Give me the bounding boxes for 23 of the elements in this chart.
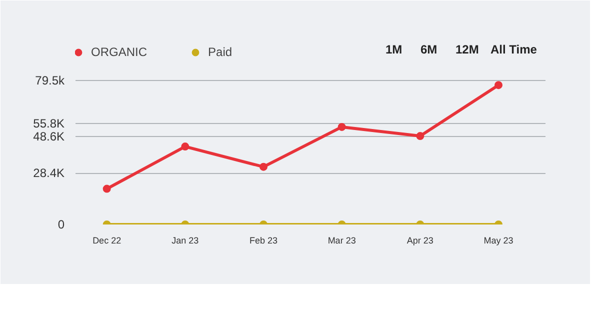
point (260, 162, 268, 171)
x-tick-label: Mar 23 (328, 236, 356, 246)
point (494, 81, 502, 90)
point (338, 122, 346, 131)
point (102, 184, 111, 193)
annotation: 6M (420, 42, 438, 56)
y-tick-label: 0 (58, 218, 65, 232)
x-tick-label: Dec 22 (92, 236, 122, 246)
legend-label: ORGANIC (91, 45, 148, 59)
legend-label: Paid (208, 45, 232, 59)
y-tick-label: 79.5k (35, 73, 66, 88)
x-tick-label: Jan 23 (172, 236, 199, 246)
x-tick-label: May 23 (484, 236, 514, 246)
y-tick-label: 48.6K (33, 129, 64, 144)
y-tick-label: 28.4K (33, 166, 64, 180)
x-tick-label: Apr 23 (406, 236, 434, 246)
x-tick-label: Feb 23 (249, 236, 278, 246)
annotation: 1M (386, 42, 402, 56)
y-tick-label: 55.8K (33, 116, 64, 130)
annotation: All Time (490, 42, 538, 56)
point (416, 132, 424, 140)
annotation: 12M (456, 42, 479, 56)
point (181, 142, 190, 151)
